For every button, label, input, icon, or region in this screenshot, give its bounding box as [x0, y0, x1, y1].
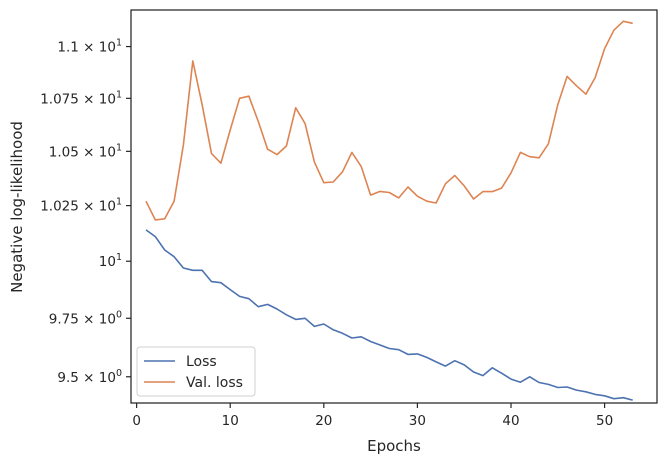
y-tick-mantissa: 1.05	[49, 144, 79, 160]
y-tick-exponent: 1	[116, 89, 122, 100]
y-tick-base: 10	[99, 254, 116, 270]
legend-box	[136, 346, 256, 397]
x-tick-label: 20	[315, 413, 332, 429]
y-tick-exponent: 0	[116, 309, 122, 320]
y-tick-exponent: 1	[116, 38, 122, 49]
times-sign: ×	[79, 370, 99, 386]
x-tick-label: 30	[409, 413, 426, 429]
y-tick-base: 10	[99, 311, 116, 327]
y-tick-base: 10	[99, 40, 116, 56]
y-tick-base: 10	[99, 144, 116, 160]
y-tick-base: 10	[99, 199, 116, 215]
y-tick-exponent: 0	[116, 368, 122, 379]
series-line-loss	[145, 229, 633, 401]
y-tick-exponent: 1	[116, 252, 122, 263]
y-tick-label: 9.5 × 100	[57, 368, 122, 386]
y-axis-label: Negative log-likelihood	[8, 121, 26, 293]
y-tick-label: 1.075 × 101	[40, 89, 122, 107]
plot-area	[130, 9, 658, 404]
y-tick-exponent: 1	[116, 142, 122, 153]
y-tick-base: 10	[99, 370, 116, 386]
y-tick-label: 1.025 × 101	[40, 197, 122, 215]
y-tick-mantissa: 1.1	[57, 40, 78, 56]
legend: Loss Val. loss	[136, 346, 256, 397]
times-sign: ×	[79, 91, 99, 107]
y-tick-base: 10	[99, 91, 116, 107]
times-sign: ×	[79, 199, 99, 215]
y-tick-label: 9.75 × 100	[49, 309, 122, 327]
x-axis-ticks: 0 10 20 30 40 50	[132, 403, 613, 429]
times-sign: ×	[79, 311, 99, 327]
y-tick-label: 1.05 × 101	[49, 142, 122, 160]
y-tick-mantissa: 9.75	[49, 311, 79, 327]
y-tick-label: 101	[99, 252, 122, 270]
x-tick-label: 40	[502, 413, 519, 429]
times-sign: ×	[79, 144, 99, 160]
legend-label-loss: Loss	[186, 354, 217, 370]
y-tick-exponent: 1	[116, 197, 122, 208]
x-tick-label: 0	[132, 413, 141, 429]
x-tick-label: 50	[596, 413, 613, 429]
x-tick-label: 10	[222, 413, 239, 429]
series-line-val-loss	[145, 20, 633, 221]
x-axis-label: Epochs	[367, 437, 421, 455]
y-tick-mantissa: 1.025	[40, 199, 79, 215]
legend-label-val-loss: Val. loss	[186, 375, 243, 391]
times-sign: ×	[79, 40, 99, 56]
y-tick-label: 1.1 × 101	[57, 38, 122, 56]
y-tick-mantissa: 1.075	[40, 91, 79, 107]
series-lines	[145, 20, 633, 401]
y-tick-mantissa: 9.5	[57, 370, 78, 386]
